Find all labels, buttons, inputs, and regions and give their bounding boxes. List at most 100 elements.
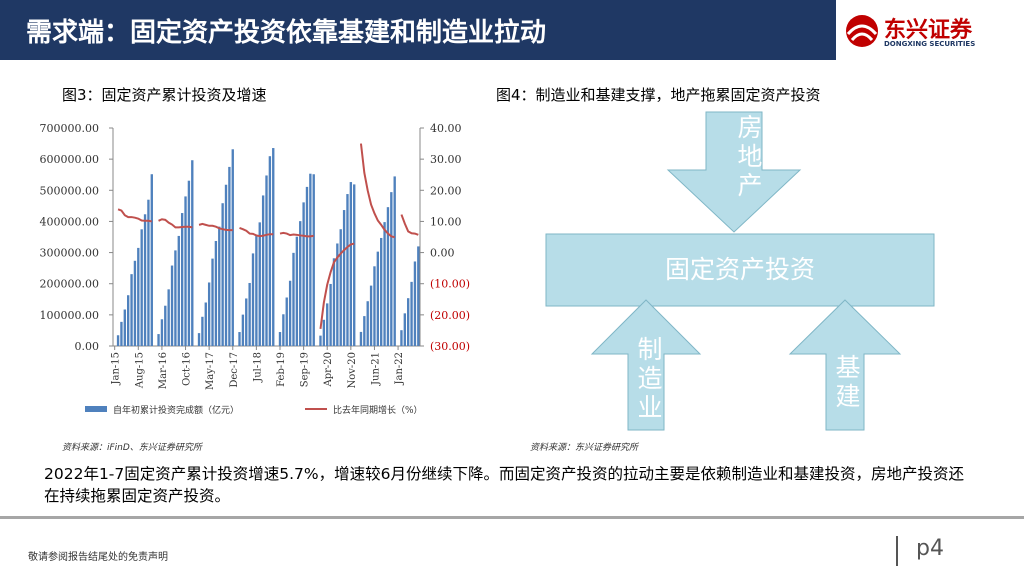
bar	[393, 176, 396, 346]
bar	[120, 321, 123, 346]
bar	[177, 235, 180, 346]
slide-title: 需求端：固定资产投资依靠基建和制造业拉动	[26, 18, 547, 48]
bar	[346, 194, 349, 346]
page-number: p4	[916, 536, 944, 561]
bar	[383, 222, 386, 346]
bar	[238, 332, 241, 346]
bar	[292, 252, 295, 346]
diagram-node: 房地产	[734, 114, 763, 201]
y2-tick-label: 40.00	[430, 122, 462, 135]
bar	[261, 195, 265, 346]
y2-tick-label: (30.00)	[430, 340, 470, 353]
bar	[285, 297, 288, 346]
bar	[184, 196, 187, 346]
bar	[329, 283, 332, 346]
bar	[359, 331, 363, 346]
y2-tick-label: 20.00	[430, 184, 462, 197]
bar	[170, 265, 174, 346]
bar	[133, 260, 137, 346]
y2-tick-label: (20.00)	[430, 309, 470, 322]
y-tick-label: 100000.00	[40, 309, 100, 322]
bar	[376, 251, 380, 346]
bar	[197, 333, 201, 346]
x-tick-label: Oct-16	[182, 352, 193, 386]
bar	[140, 229, 143, 346]
figure-title: 图4：制造业和基建支撑，地产拖累固定资产投资	[496, 86, 821, 104]
source: 资料来源：东兴证券研究所	[530, 443, 639, 453]
bar	[302, 202, 305, 346]
bar	[339, 229, 342, 346]
bar	[248, 282, 251, 346]
bar	[272, 148, 275, 346]
page-divider	[896, 536, 898, 566]
bar	[265, 175, 268, 346]
body-text: 2022年1-7固定资产累计投资增速5.7%，增速较6月份继续下降。而固定资产投…	[44, 465, 965, 505]
source: 资料来源：iFinD、东兴证券研究所	[62, 443, 202, 453]
bar	[143, 214, 147, 346]
y2-tick-label: 10.00	[430, 215, 462, 228]
legend-swatch	[85, 406, 107, 412]
bar	[363, 316, 366, 346]
x-tick-label: Mar-16	[158, 352, 169, 389]
bar	[288, 280, 292, 346]
bar	[251, 253, 255, 346]
y-tick-label: 200000.00	[40, 278, 100, 291]
y-tick-label: 0.00	[75, 340, 100, 353]
bar	[282, 314, 285, 346]
legend-label: 比去年同期增长（%）	[333, 404, 423, 416]
y2-tick-label: 30.00	[430, 153, 462, 166]
x-tick-label: Nov-20	[347, 352, 358, 389]
legend-label: 自年初累计投资完成额（亿元）	[113, 404, 239, 416]
x-tick-label: May-17	[205, 352, 216, 390]
header-bar	[0, 0, 836, 60]
bar	[278, 332, 282, 346]
x-tick-label: Jan-15	[111, 352, 122, 386]
bar	[224, 184, 228, 346]
y-tick-label: 600000.00	[40, 153, 100, 166]
figure-title: 图3：固定资产累计投资及增速	[62, 86, 267, 104]
bar	[353, 184, 356, 346]
bar	[326, 303, 329, 346]
bar	[201, 316, 204, 346]
bar	[258, 222, 261, 346]
bar	[380, 237, 383, 346]
bar	[369, 285, 373, 346]
y-tick-label: 500000.00	[40, 184, 100, 197]
bar	[187, 180, 191, 346]
bar	[400, 330, 403, 346]
x-tick-label: Apr-20	[323, 352, 334, 388]
bar	[137, 247, 140, 346]
diagram	[545, 111, 935, 431]
diagram-center: 固定资产投资	[664, 255, 815, 284]
bar	[191, 160, 194, 346]
bar	[322, 319, 326, 346]
y-tick-label: 700000.00	[40, 122, 100, 135]
bar	[299, 221, 302, 346]
bar	[241, 314, 245, 346]
y-tick-label: 400000.00	[40, 215, 100, 228]
bar	[221, 203, 224, 346]
x-tick-label: Jul-18	[252, 352, 263, 383]
bar	[332, 258, 336, 346]
bar	[413, 261, 417, 346]
bar	[336, 243, 339, 346]
bar	[342, 210, 346, 346]
bar	[164, 305, 167, 346]
bar	[407, 298, 410, 346]
y2-tick-label: (10.00)	[430, 278, 470, 291]
x-tick-label: Dec-17	[229, 352, 240, 388]
x-tick-label: Feb-19	[276, 352, 287, 387]
bar	[309, 173, 312, 346]
disclaimer: 敬请参阅报告结尾处的免责声明	[28, 552, 168, 563]
y-tick-label: 300000.00	[40, 247, 100, 260]
chart: 0.00 100000.00 200000.00 300000.00 400000.00…	[40, 122, 471, 416]
bar	[211, 258, 214, 346]
bar	[147, 199, 150, 346]
bar	[218, 226, 221, 346]
bar	[167, 289, 170, 346]
bar	[255, 236, 258, 346]
bar	[403, 313, 406, 346]
bar	[390, 192, 393, 346]
bar	[245, 298, 248, 346]
